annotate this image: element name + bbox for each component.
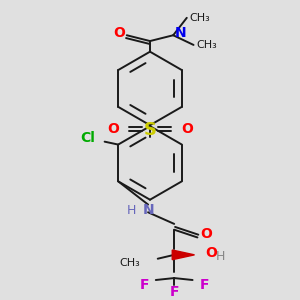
Text: F: F <box>200 278 209 292</box>
Text: O: O <box>200 226 212 241</box>
Text: CH₃: CH₃ <box>190 13 210 23</box>
Text: N: N <box>142 203 154 217</box>
Text: O: O <box>181 122 193 136</box>
Text: CH₃: CH₃ <box>196 40 217 50</box>
Text: H: H <box>127 204 136 217</box>
Polygon shape <box>172 250 194 260</box>
Text: N: N <box>175 26 187 40</box>
Text: F: F <box>169 285 179 298</box>
Text: H: H <box>216 250 225 263</box>
Text: S: S <box>143 121 157 139</box>
Text: F: F <box>140 278 149 292</box>
Text: O: O <box>107 122 119 136</box>
Text: O: O <box>113 26 125 40</box>
Text: CH₃: CH₃ <box>120 258 140 268</box>
Text: O: O <box>205 246 217 260</box>
Text: Cl: Cl <box>80 131 94 145</box>
